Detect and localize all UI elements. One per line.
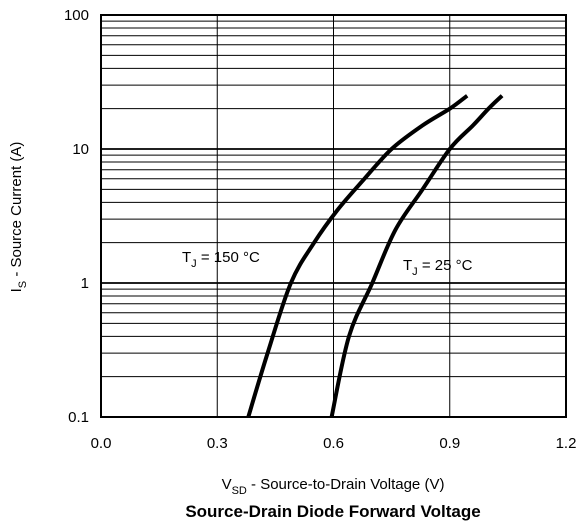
y-axis-label: IS - Source Current (A) <box>8 142 29 293</box>
y-tick-label: 1 <box>81 275 89 292</box>
x-axis-label: VSD - Source-to-Drain Voltage (V) <box>222 476 445 497</box>
x-tick-label: 1.2 <box>556 435 577 452</box>
y-tick-label: 10 <box>72 141 89 158</box>
series-label-25c: TJ = 25 °C <box>403 257 473 278</box>
y-tick-label: 100 <box>64 7 89 24</box>
x-tick-label: 0.3 <box>207 435 228 452</box>
x-tick-labels: 0.0 0.3 0.6 0.9 1.2 <box>91 435 577 452</box>
series-layer <box>246 94 504 418</box>
series-label-150c: TJ = 150 °C <box>182 249 260 270</box>
x-tick-label: 0.9 <box>439 435 460 452</box>
x-tick-label: 0.0 <box>91 435 112 452</box>
series-line-150c <box>246 94 469 418</box>
grid <box>100 14 567 418</box>
y-tick-labels: 0.1 1 10 100 <box>64 7 89 426</box>
chart-title: Source-Drain Diode Forward Voltage <box>185 502 480 521</box>
x-tick-label: 0.6 <box>323 435 344 452</box>
series-line-25c <box>329 94 504 418</box>
y-tick-label: 0.1 <box>68 409 89 426</box>
